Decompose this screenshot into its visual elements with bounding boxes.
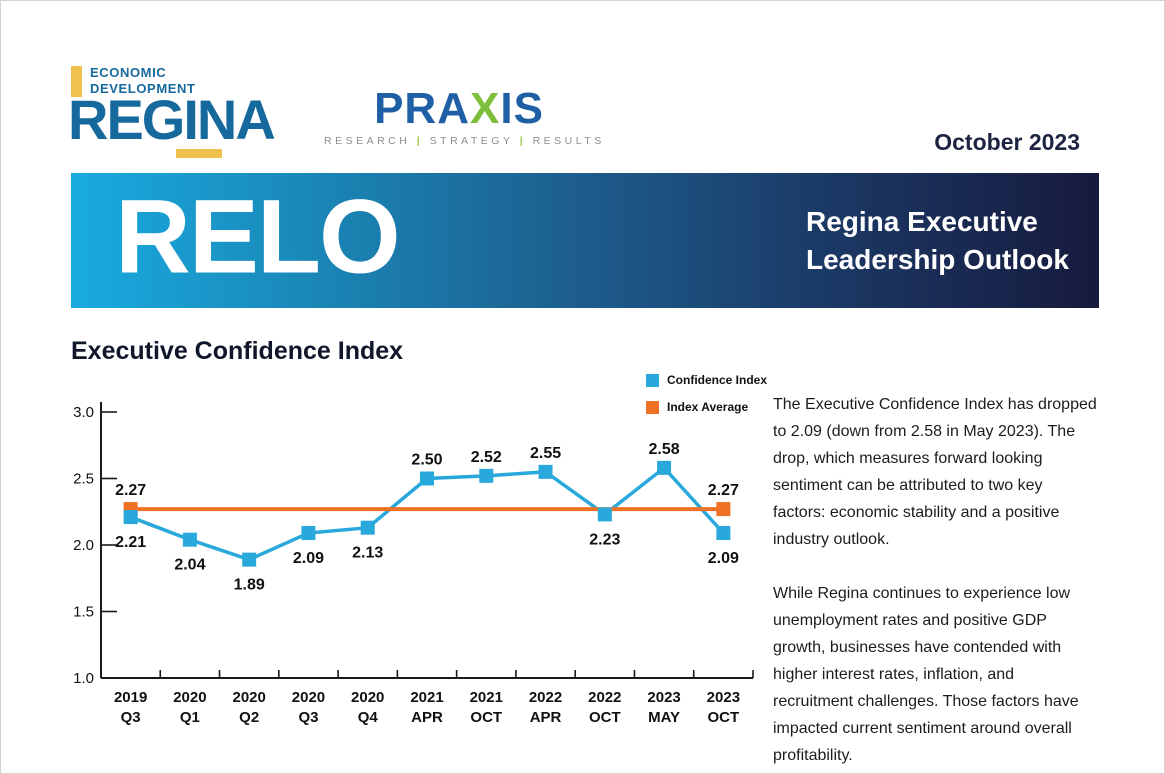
- svg-text:2022: 2022: [588, 689, 621, 706]
- banner-title: Regina Executive Leadership Outlook: [806, 203, 1069, 279]
- svg-text:1.0: 1.0: [73, 670, 94, 687]
- commentary-paragraph-1: The Executive Confidence Index has dropp…: [773, 396, 1097, 548]
- svg-text:2023: 2023: [707, 689, 740, 706]
- edr-logo-tagline: ECONOMIC DEVELOPMENT: [90, 65, 196, 97]
- chart-legend: Confidence Index Index Average: [646, 371, 767, 425]
- svg-text:2.21: 2.21: [115, 534, 146, 551]
- svg-text:Q1: Q1: [180, 709, 200, 726]
- praxis-logo: PRAXIS RESEARCH | STRATEGY | RESULTS: [324, 87, 601, 148]
- svg-text:2.09: 2.09: [293, 550, 324, 567]
- edr-tagline-line1: ECONOMIC: [90, 65, 167, 80]
- svg-text:2020: 2020: [292, 689, 325, 706]
- svg-text:OCT: OCT: [589, 709, 621, 726]
- edr-yellow-bar-icon: [71, 66, 82, 97]
- svg-text:OCT: OCT: [470, 709, 502, 726]
- legend-label: Confidence Index: [667, 373, 768, 387]
- svg-text:2020: 2020: [232, 689, 265, 706]
- svg-text:3.0: 3.0: [73, 404, 94, 421]
- confidence-index-swatch-icon: [646, 373, 659, 387]
- svg-text:2020: 2020: [351, 689, 384, 706]
- svg-text:2.50: 2.50: [411, 452, 442, 469]
- banner-title-line2: Leadership Outlook: [806, 243, 1069, 275]
- legend-item-confidence-index: Confidence Index: [646, 371, 767, 389]
- svg-text:2.52: 2.52: [471, 449, 502, 466]
- svg-text:1.89: 1.89: [234, 577, 265, 594]
- section-title: Executive Confidence Index: [71, 337, 404, 365]
- praxis-tagline-separator: |: [416, 135, 424, 147]
- praxis-tagline-results: RESULTS: [532, 135, 605, 147]
- svg-text:2021: 2021: [410, 689, 443, 706]
- issue-date: October 2023: [934, 129, 1080, 155]
- edr-yellow-underline: [176, 149, 222, 158]
- svg-text:Q3: Q3: [121, 709, 141, 726]
- svg-text:2019: 2019: [114, 689, 147, 706]
- edr-wordmark: REGINA: [68, 88, 276, 151]
- praxis-wordmark: PRAXIS: [324, 87, 594, 131]
- title-banner: RELO Regina Executive Leadership Outlook: [71, 173, 1099, 308]
- edr-tagline-line2: DEVELOPMENT: [90, 81, 196, 96]
- index-average-swatch-icon: [646, 400, 659, 414]
- praxis-wordmark-x: X: [469, 84, 501, 133]
- svg-text:2023: 2023: [647, 689, 680, 706]
- svg-text:2.09: 2.09: [708, 550, 739, 567]
- commentary-column: The Executive Confidence Index has dropp…: [773, 391, 1098, 773]
- praxis-tagline-research: RESEARCH: [324, 135, 411, 147]
- svg-text:OCT: OCT: [708, 709, 740, 726]
- praxis-wordmark-part1: PRA: [374, 84, 470, 133]
- confidence-index-chart: 1.0 1.5 2.0 2.5 3.0 2019 Q3 2020 Q1 2020 Q2 2020 Q3 2…: [71, 396, 771, 731]
- banner-title-line1: Regina Executive: [806, 205, 1038, 237]
- svg-text:2.27: 2.27: [115, 482, 146, 499]
- praxis-tagline-strategy: STRATEGY: [429, 135, 514, 147]
- svg-text:Q4: Q4: [358, 709, 379, 726]
- praxis-tagline-separator: |: [519, 135, 527, 147]
- svg-text:1.5: 1.5: [73, 604, 94, 621]
- svg-text:2.5: 2.5: [73, 471, 94, 488]
- svg-text:2.23: 2.23: [589, 531, 620, 548]
- svg-text:2.58: 2.58: [649, 441, 680, 458]
- svg-text:Q3: Q3: [298, 709, 318, 726]
- svg-text:Q2: Q2: [239, 709, 259, 726]
- svg-text:APR: APR: [411, 709, 443, 726]
- svg-text:APR: APR: [530, 709, 562, 726]
- svg-text:2.0: 2.0: [73, 537, 94, 554]
- svg-text:2.04: 2.04: [174, 557, 205, 574]
- svg-text:MAY: MAY: [648, 709, 680, 726]
- svg-text:2021: 2021: [470, 689, 503, 706]
- praxis-tagline: RESEARCH | STRATEGY | RESULTS: [324, 135, 601, 147]
- legend-label: Index Average: [667, 400, 749, 414]
- svg-text:2.13: 2.13: [352, 545, 383, 562]
- commentary-paragraph-2: While Regina continues to experience low…: [773, 585, 1079, 764]
- banner-acronym: RELO: [115, 177, 401, 295]
- svg-text:2022: 2022: [529, 689, 562, 706]
- praxis-wordmark-part3: IS: [500, 84, 544, 133]
- svg-text:2.27: 2.27: [708, 482, 739, 499]
- svg-text:2020: 2020: [173, 689, 206, 706]
- legend-item-index-average: Index Average: [646, 398, 767, 416]
- svg-text:2.55: 2.55: [530, 445, 561, 462]
